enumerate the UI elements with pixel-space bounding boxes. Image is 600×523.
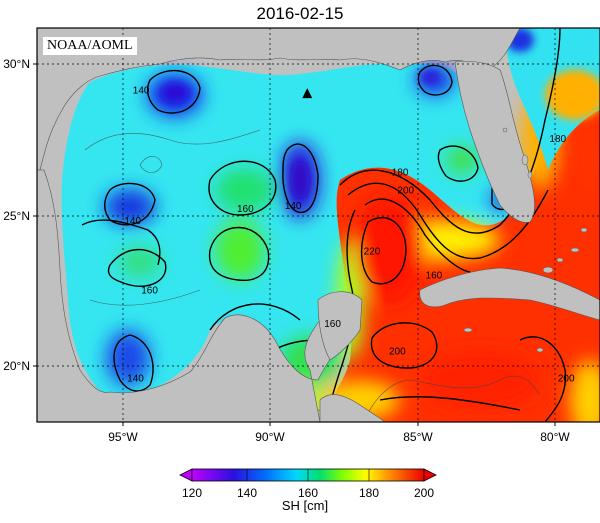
contour-label: 160 [237,204,254,215]
colorbar-tick: 120 [182,486,202,500]
gridlines [37,28,600,422]
map-title: 2016-02-15 [256,4,344,23]
credit-label: NOAA/AOML [43,37,137,55]
lat-label: 20°N [3,359,30,373]
lat-label: 25°N [3,209,30,223]
colorbar-tick: 200 [414,486,434,500]
map-frame [36,27,600,423]
land-masses [37,28,600,422]
contour-label: 140 [124,216,141,227]
gulf-ocean [61,63,546,395]
contour-label: 180 [549,134,566,145]
colorbar: 120 140 160 180 200 [179,468,437,500]
lon-label: 85°W [403,430,433,444]
contour-label: 160 [426,271,443,282]
contour-label: 200 [389,346,406,357]
contour-label: 220 [364,246,381,257]
lat-label: 30°N [3,57,30,71]
contour-label: 160 [324,319,341,330]
colorbar-label: SH [cm] [281,498,329,513]
contour-label: 200 [558,374,575,385]
contour-label: 160 [141,286,158,297]
colorbar-tick: 160 [298,486,318,500]
lon-label: 90°W [255,430,285,444]
contour-label: 200 [397,186,414,197]
contour-label: 140 [133,86,150,97]
contour-label: 140 [285,201,302,212]
tick-marks [33,63,556,426]
colorbar-tick: 180 [359,486,379,500]
station-marker-icon: ▲ [302,86,312,101]
lon-label: 95°W [108,430,138,444]
contour-label: 140 [127,374,144,385]
contour-label: 180 [392,167,409,178]
lon-label: 80°W [540,430,570,444]
colorbar-tick: 140 [237,486,257,500]
